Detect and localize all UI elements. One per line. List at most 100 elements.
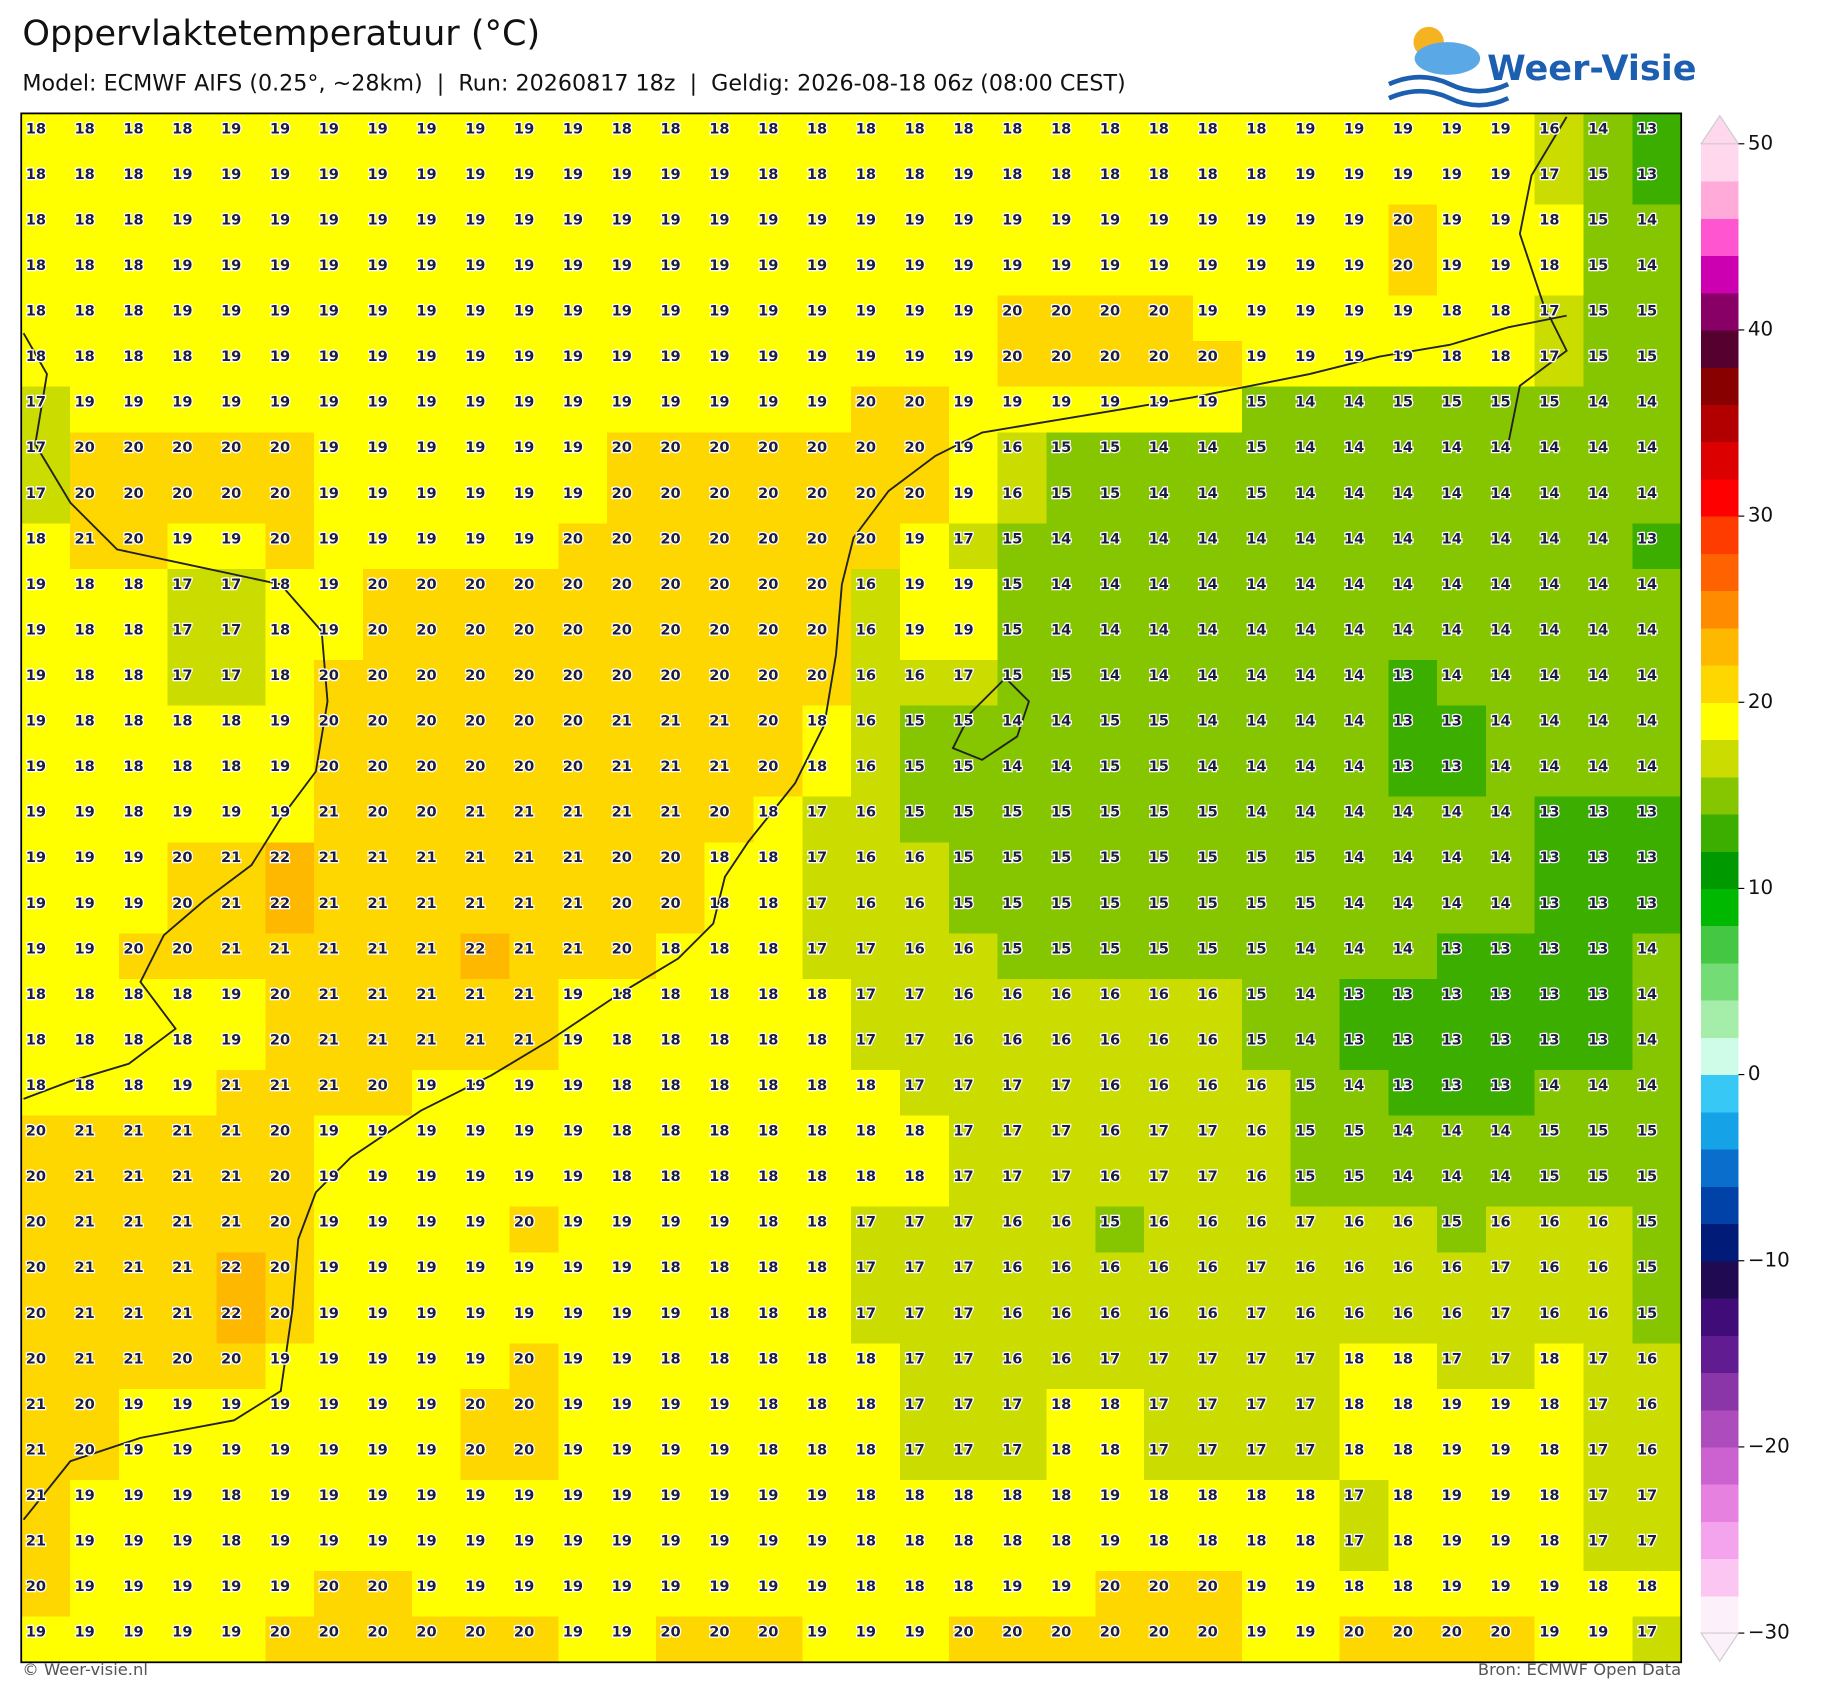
temperature-label: 19: [563, 439, 583, 456]
temperature-label: 20: [514, 1441, 534, 1458]
temperature-label: 20: [660, 667, 680, 684]
temperature-label: 16: [1100, 1123, 1120, 1140]
temperature-label: 18: [709, 1168, 729, 1185]
temperature-label: 18: [123, 804, 143, 821]
temperature-label: 19: [1100, 1487, 1120, 1504]
temperature-label: 21: [75, 1350, 95, 1367]
temperature-label: 18: [856, 166, 876, 183]
temperature-label: 19: [75, 849, 95, 866]
temperature-label: 14: [1246, 713, 1266, 730]
colorbar-patch: [1701, 367, 1739, 405]
temperature-label: 18: [75, 348, 95, 365]
temperature-label: 18: [856, 1578, 876, 1595]
temperature-label: 18: [75, 166, 95, 183]
temperature-label: 20: [270, 530, 290, 547]
temperature-label: 19: [758, 257, 778, 274]
temperature-cell: [900, 113, 950, 160]
temperature-label: 20: [26, 1259, 46, 1276]
colorbar-patch: [1701, 813, 1739, 852]
temperature-label: 19: [514, 166, 534, 183]
temperature-label: 16: [953, 1031, 973, 1048]
temperature-label: 14: [1051, 713, 1071, 730]
temperature-label: 19: [709, 1441, 729, 1458]
temperature-label: 19: [856, 257, 876, 274]
temperature-label: 21: [172, 1214, 192, 1231]
temperature-label: 18: [612, 1031, 632, 1048]
temperature-label: 21: [26, 1441, 46, 1458]
temperature-label: 18: [1344, 1350, 1364, 1367]
temperature-label: 13: [1490, 940, 1510, 957]
temperature-label: 19: [270, 713, 290, 730]
temperature-label: 14: [1051, 621, 1071, 638]
temperature-label: 18: [1197, 120, 1217, 137]
temperature-cell: [1290, 250, 1341, 297]
temperature-cell: [851, 158, 901, 206]
temperature-label: 19: [221, 257, 241, 274]
temperature-label: 15: [1246, 849, 1266, 866]
temperature-label: 19: [514, 1578, 534, 1595]
temperature-cell: [1046, 295, 1097, 342]
colorbar-tick-label: 30: [1748, 504, 1773, 527]
temperature-cell: [265, 295, 315, 342]
temperature-label: 19: [367, 1350, 387, 1367]
temperature-label: 18: [1246, 120, 1266, 137]
temperature-label: 19: [612, 1214, 632, 1231]
temperature-label: 16: [856, 621, 876, 638]
temperature-label: 19: [1539, 1624, 1559, 1641]
temperature-label: 20: [514, 667, 534, 684]
temperature-cell: [70, 250, 120, 297]
temperature-label: 19: [905, 1624, 925, 1641]
temperature-label: 18: [26, 1031, 46, 1048]
temperature-cell: [118, 158, 169, 206]
temperature-label: 17: [1588, 1441, 1608, 1458]
temperature-label: 16: [1539, 1214, 1559, 1231]
temperature-cell: [997, 158, 1048, 206]
temperature-label: 18: [807, 1441, 827, 1458]
temperature-label: 19: [1442, 257, 1462, 274]
temperature-label: 18: [123, 348, 143, 365]
temperature-label: 19: [758, 394, 778, 411]
temperature-label: 14: [1442, 804, 1462, 821]
temperature-label: 19: [221, 1396, 241, 1413]
temperature-label: 16: [856, 895, 876, 912]
temperature-label: 18: [709, 1077, 729, 1094]
temperature-cell: [1095, 204, 1145, 251]
temperature-label: 19: [319, 1533, 339, 1550]
temperature-cell: [1095, 113, 1145, 160]
temperature-label: 18: [123, 211, 143, 228]
temperature-label: 14: [1637, 986, 1657, 1003]
temperature-label: 20: [660, 1624, 680, 1641]
temperature-label: 20: [1490, 1624, 1510, 1641]
temperature-label: 21: [75, 1123, 95, 1140]
temperature-label: 14: [1637, 576, 1657, 593]
temperature-label: 20: [1100, 303, 1120, 320]
temperature-label: 18: [709, 1259, 729, 1276]
temperature-cell: [802, 158, 852, 206]
temperature-cell: [411, 113, 462, 160]
temperature-label: 20: [709, 804, 729, 821]
temperature-cell: [167, 250, 218, 297]
temperature-label: 21: [221, 1077, 241, 1094]
temperature-cell: [216, 250, 267, 297]
temperature-label: 14: [1539, 439, 1559, 456]
temperature-label: 19: [1490, 1487, 1510, 1504]
temperature-label: 21: [367, 940, 387, 957]
temperature-label: 18: [26, 211, 46, 228]
temperature-label: 21: [367, 1031, 387, 1048]
temperature-label: 20: [270, 1031, 290, 1048]
logo-cloud: [1414, 42, 1481, 75]
temperature-label: 15: [1442, 1214, 1462, 1231]
temperature-label: 21: [123, 1305, 143, 1322]
temperature-label: 21: [416, 940, 436, 957]
temperature-label: 20: [758, 713, 778, 730]
temperature-label: 16: [953, 940, 973, 957]
temperature-cell: [900, 204, 950, 251]
colorbar-patch: [1701, 1037, 1739, 1076]
temperature-label: 14: [1490, 439, 1510, 456]
temperature-label: 21: [26, 1487, 46, 1504]
temperature-label: 21: [416, 895, 436, 912]
temperature-label: 14: [1588, 576, 1608, 593]
temperature-label: 17: [1295, 1214, 1315, 1231]
temperature-label: 18: [660, 1350, 680, 1367]
temperature-cell: [802, 341, 852, 388]
